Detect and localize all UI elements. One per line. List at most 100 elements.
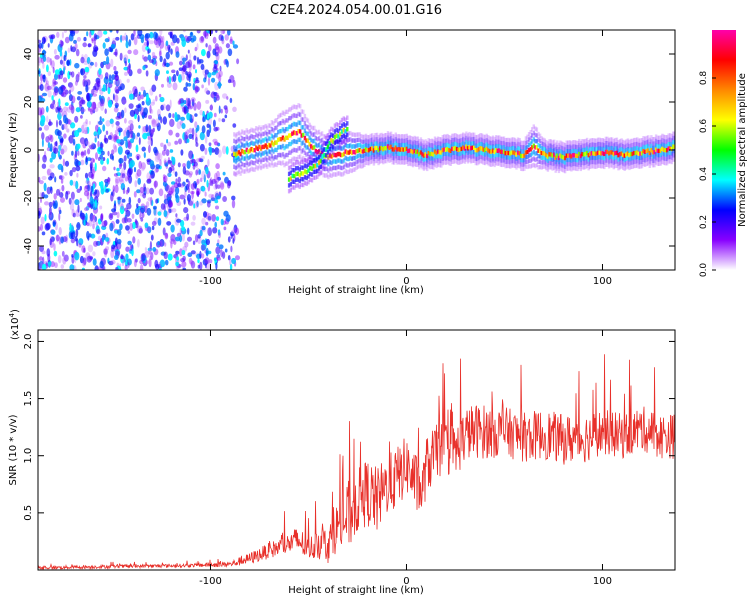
spectrogram-ridge-cell <box>426 166 429 172</box>
spectrogram-ridge-cell <box>438 154 441 159</box>
spectrogram-ridge-cell <box>570 154 573 159</box>
spectrogram-ridge-cell <box>625 161 628 166</box>
spectrogram-ridge-cell <box>299 146 302 151</box>
spectrogram-ridge-cell <box>430 164 434 169</box>
spectrogram-ridge-cell <box>672 157 675 162</box>
spectrogram-ridge-cell <box>626 151 630 156</box>
spectrogram-ridge-cell <box>270 140 274 145</box>
spectrogram-branch-cell <box>333 146 337 151</box>
spectrogram-noise-cell <box>162 176 166 183</box>
spectrogram-ridge-cell <box>248 129 252 134</box>
spectrogram-ridge-cell <box>505 146 509 151</box>
spectrogram-noise-cell <box>101 87 106 92</box>
spectrogram-ridge-cell <box>516 141 520 147</box>
spectrogram-ridge-cell <box>377 147 380 153</box>
snr-y-multiplier-base: (x10 <box>10 317 21 340</box>
spectrogram-ridge-cell <box>374 150 377 155</box>
spectrogram-branch-cell <box>296 165 300 171</box>
spectrogram-ridge-cell <box>273 133 277 138</box>
spectrogram-noise-cell <box>64 160 70 167</box>
spectrogram-noise-cell <box>129 244 133 252</box>
spectrogram-noise-cell <box>102 124 106 132</box>
spectrogram-ridge-cell <box>631 147 634 152</box>
spectrogram-noise-cell <box>172 113 175 119</box>
spectrogram-noise-cell <box>120 203 124 210</box>
spectrogram-branch-cell <box>302 165 305 170</box>
spectrogram-ridge-cell <box>454 145 457 151</box>
spectrogram-ridge-cell <box>653 158 656 163</box>
spectrogram-noise-cell <box>168 112 172 119</box>
spectrogram-ridge-cell <box>491 135 495 140</box>
spectrogram-ridge-cell <box>435 146 438 151</box>
spectrogram-noise-cell <box>215 176 220 183</box>
spectrogram-ridge-cell <box>236 157 239 163</box>
spectrogram-noise-cell <box>211 194 215 201</box>
spectrogram-ridge-cell <box>429 160 432 165</box>
spectrogram-ridge-cell <box>308 148 311 153</box>
spectrogram-noise-cell <box>163 251 168 260</box>
spectrogram-noise-cell <box>40 98 46 103</box>
spectrogram-ridge-cell <box>330 160 333 166</box>
spectrogram-ridge-cell <box>261 164 264 169</box>
spectrogram-ridge-cell <box>288 159 291 164</box>
spectrogram-ridge-cell <box>669 137 672 142</box>
spectrogram-ridge-cell <box>294 156 297 162</box>
spectrogram-ridge-cell <box>513 155 517 160</box>
spectrogram-ridge-cell <box>438 163 441 168</box>
spectrogram-noise-cell <box>175 261 180 267</box>
spectrogram-ridge-cell <box>397 147 401 152</box>
spectrogram-noise-cell <box>91 142 94 149</box>
spectrogram-ridge-cell <box>589 155 592 161</box>
spectrogram-branch-cell <box>346 127 349 132</box>
spectrogram-noise-cell <box>199 131 205 141</box>
spectrogram-ridge-cell <box>404 160 407 165</box>
spectrogram-branch-cell <box>319 158 322 164</box>
spectrogram-noise-cell <box>156 152 161 161</box>
spectrogram-ridge-cell <box>611 154 614 160</box>
spectrogram-branch-cell <box>344 129 347 134</box>
spectrogram-noise-cell <box>232 44 239 49</box>
spectrogram-noise-cell <box>164 259 169 266</box>
spectrogram-noise-cell <box>75 180 79 190</box>
spectrogram-noise-cell <box>192 82 196 91</box>
spectrogram-ridge-cell <box>614 142 617 147</box>
spectrogram-ridge-cell <box>645 148 648 154</box>
spectrogram-ridge-cell <box>427 150 430 156</box>
spectrogram-ridge-cell <box>606 158 609 163</box>
spectrogram-ridge-cell <box>593 164 597 169</box>
spectrogram-ridge-cell <box>327 174 330 180</box>
spectrogram-noise-cell <box>135 144 139 153</box>
spectrogram-noise-cell <box>167 141 172 147</box>
spectrogram-ridge-cell <box>369 159 372 165</box>
spectrogram-ridge-cell <box>389 144 393 149</box>
spectrogram-noise-cell <box>174 171 178 177</box>
spectrogram-ridge-cell <box>266 164 269 169</box>
spectrogram-ridge-cell <box>615 137 619 142</box>
snr-y-tick-label: 0.5 <box>23 505 34 521</box>
spectrogram-noise-cell <box>38 206 42 211</box>
spectrogram-ridge-cell <box>357 143 360 148</box>
spectrogram-noise-cell <box>188 173 193 178</box>
spectrogram-noise-cell <box>38 57 43 63</box>
spectrogram-noise-cell <box>127 230 131 235</box>
spectrogram-ridge-cell <box>672 148 675 154</box>
spectrogram-ridge-cell <box>339 146 343 151</box>
spectrogram-ridge-cell <box>319 171 322 176</box>
spectrogram-branch-cell <box>303 169 307 174</box>
spectrogram-ridge-cell <box>393 147 396 152</box>
spectrogram-branch-cell <box>323 158 326 164</box>
spectrogram-noise-cell <box>218 117 221 122</box>
spectrogram-ridge-cell <box>415 162 418 167</box>
spectrogram-ridge-cell <box>441 152 444 157</box>
spectrogram-noise-cell <box>195 169 198 176</box>
spectrogram-ridge-cell <box>322 134 325 139</box>
spectrogram-noise-cell <box>53 48 57 55</box>
spectrogram-noise-cell <box>89 161 94 169</box>
spectrogram-branch-cell <box>314 169 317 174</box>
spectrogram-ridge-cell <box>331 165 335 171</box>
spectrogram-noise-cell <box>208 146 213 153</box>
spectrogram-ridge-cell <box>251 141 255 146</box>
spectrogram-ridge-cell <box>411 158 415 163</box>
spectrogram-noise-cell <box>143 89 146 98</box>
spectrogram-ridge-cell <box>410 149 413 154</box>
